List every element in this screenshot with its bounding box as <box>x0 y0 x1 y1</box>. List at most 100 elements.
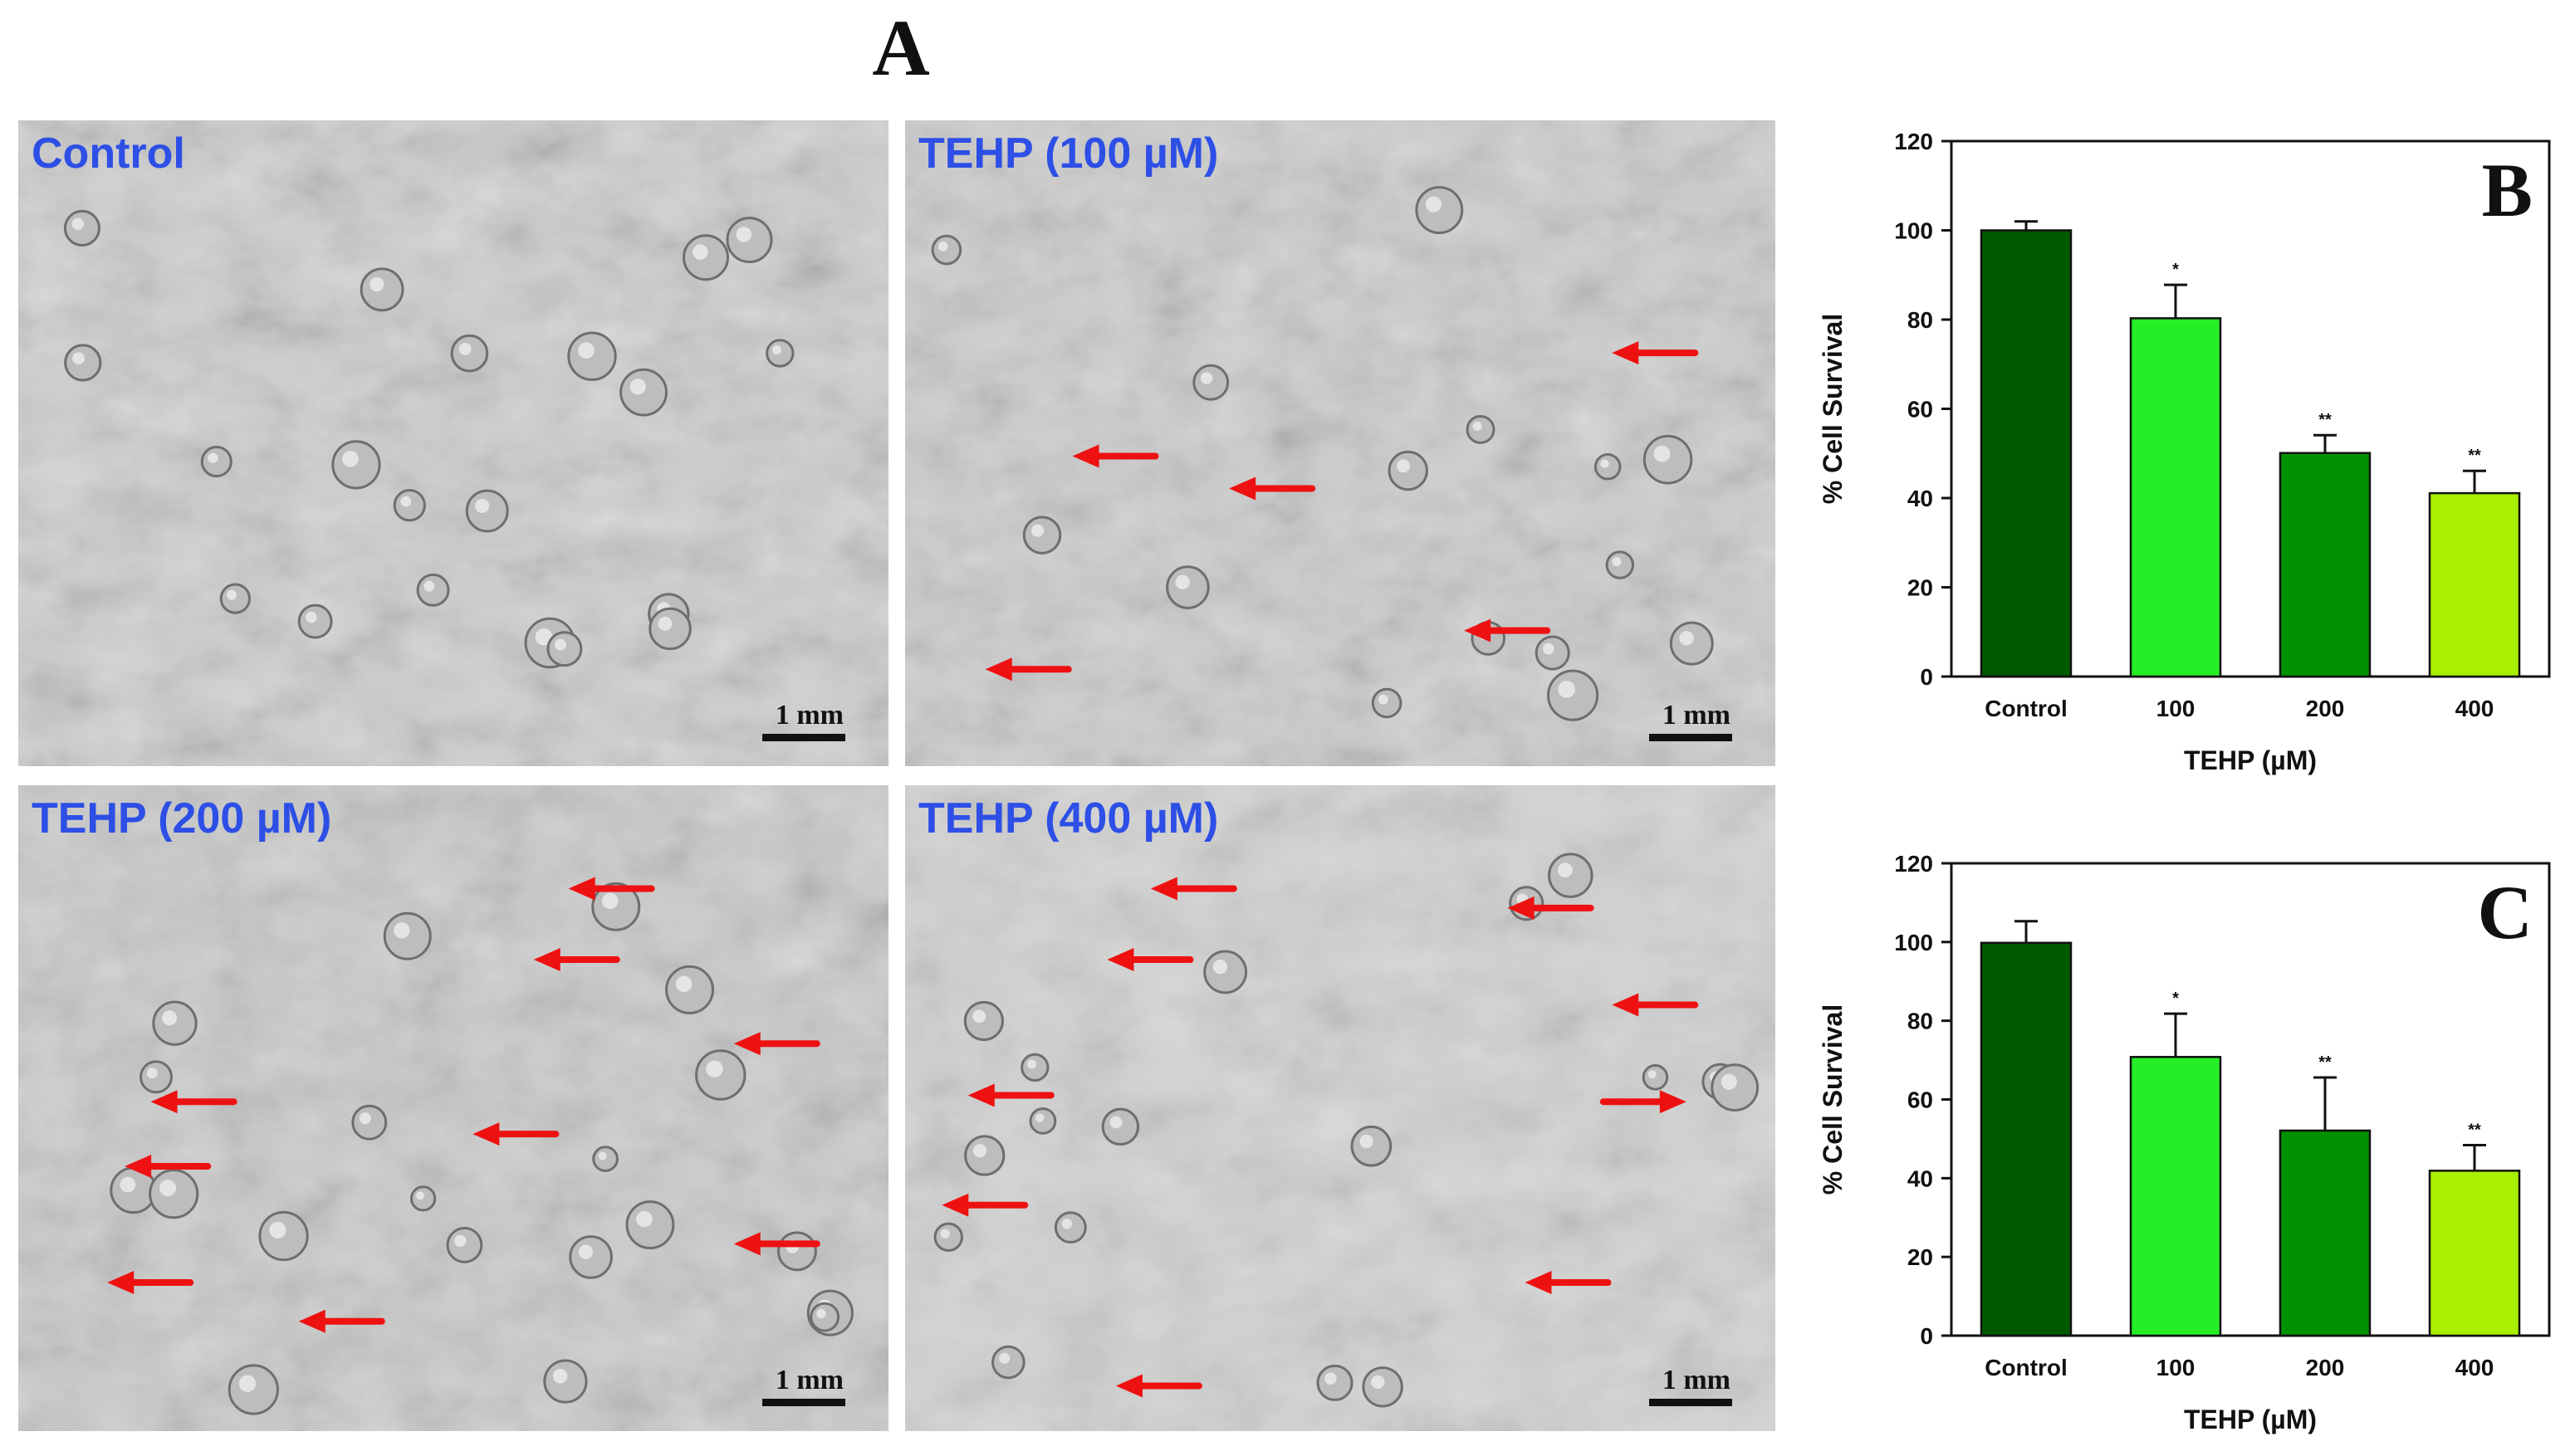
cell <box>592 1146 619 1172</box>
cell-highlight <box>1175 574 1190 590</box>
cell <box>619 368 668 417</box>
bar <box>2428 1170 2521 1337</box>
cell-highlight <box>208 452 218 463</box>
cell <box>152 1000 198 1046</box>
cell <box>931 234 962 266</box>
bar <box>2428 491 2521 678</box>
cell <box>1415 186 1464 234</box>
cell <box>543 1359 588 1404</box>
cell <box>1316 1364 1354 1401</box>
cell <box>1548 853 1593 898</box>
cell <box>1388 450 1428 491</box>
cell-highlight <box>1472 421 1482 432</box>
cell <box>1466 414 1495 444</box>
cell <box>446 1227 483 1263</box>
cell-highlight <box>1557 862 1573 878</box>
red-arrow-icon <box>1229 476 1316 501</box>
scale-bar <box>1649 734 1732 741</box>
y-tick-label: 0 <box>1920 664 1933 690</box>
cell <box>625 1200 675 1249</box>
cell <box>219 583 251 614</box>
cell <box>665 965 714 1014</box>
cell-highlight <box>972 1009 986 1024</box>
scale-bar <box>762 734 845 741</box>
cell <box>1101 1107 1140 1146</box>
y-tick-label: 40 <box>1907 1165 1933 1191</box>
significance-label: ** <box>2318 411 2332 429</box>
cell <box>649 607 692 651</box>
micrograph-tehp-400: TEHP (400 µM) 1 mm <box>905 785 1775 1431</box>
red-arrow-icon <box>125 1155 212 1179</box>
y-tick-label: 60 <box>1907 1087 1933 1113</box>
cell <box>810 1302 840 1332</box>
cell-highlight <box>269 1221 286 1239</box>
x-tick-label: 400 <box>2455 696 2494 721</box>
cell-highlight <box>159 1180 177 1197</box>
arrow-layer <box>942 877 1699 1398</box>
cell-highlight <box>1026 1059 1036 1069</box>
cell-highlight <box>475 498 490 513</box>
bar <box>2279 1129 2372 1337</box>
cell <box>258 1210 309 1262</box>
y-tick-label: 100 <box>1894 218 1933 244</box>
cell-highlight <box>71 217 84 230</box>
red-arrow-icon <box>107 1271 194 1295</box>
cell-highlight <box>146 1068 158 1079</box>
chart-b: 0 20 40 60 80 100 120 Control * 100 ** 200 ** 400 TEHP… <box>1818 129 2551 775</box>
cell-highlight <box>359 1112 371 1125</box>
cell-highlight <box>1425 196 1442 213</box>
cell <box>1021 1053 1050 1082</box>
significance-label: ** <box>2468 1121 2481 1140</box>
red-arrow-icon <box>533 948 620 972</box>
cell <box>1547 669 1599 721</box>
cell <box>200 446 233 478</box>
cell-highlight <box>162 1010 178 1026</box>
cell-highlight <box>1371 1375 1385 1390</box>
cell-highlight <box>120 1176 136 1193</box>
micrograph-image <box>905 785 1775 1431</box>
panel-a-title: A <box>872 3 930 92</box>
scale-bar-label: 1 mm <box>775 700 844 730</box>
cell-highlight <box>552 1368 568 1384</box>
cell <box>297 603 333 639</box>
arrow-layer <box>985 341 1699 682</box>
cell <box>1166 565 1210 609</box>
cell-highlight <box>940 1229 950 1239</box>
red-arrow-icon <box>1525 1271 1612 1295</box>
cell-highlight <box>578 1244 594 1259</box>
cell-highlight <box>706 1060 723 1077</box>
cell <box>450 334 489 373</box>
red-arrow-icon <box>1599 1090 1686 1114</box>
significance-label: * <box>2172 261 2179 279</box>
micrograph-tehp-100: TEHP (100 µM) 1 mm <box>905 120 1775 766</box>
cell <box>1593 452 1622 481</box>
cell-highlight <box>601 892 619 910</box>
micrograph-image <box>18 120 888 766</box>
red-arrow-icon <box>568 877 655 901</box>
cell <box>351 1104 388 1141</box>
bar <box>2129 1056 2222 1337</box>
cell-highlight <box>636 1210 653 1228</box>
cell <box>228 1364 279 1415</box>
bar <box>1980 229 2073 678</box>
red-arrow-icon <box>942 1193 1029 1217</box>
panel-label: TEHP (200 µM) <box>32 794 332 843</box>
cell-highlight <box>658 616 673 631</box>
cell <box>963 1000 1004 1042</box>
cell-highlight <box>1109 1116 1123 1129</box>
cell-highlight <box>305 611 317 623</box>
x-tick-label: 200 <box>2306 696 2345 721</box>
cell-highlight <box>771 345 781 355</box>
cell-highlight <box>578 342 595 359</box>
cell <box>569 1235 613 1279</box>
red-arrow-icon <box>1612 993 1699 1017</box>
panel-label: Control <box>32 129 185 178</box>
cell-highlight <box>1378 694 1388 705</box>
red-arrow-icon <box>733 1232 820 1256</box>
x-tick-label: 200 <box>2306 1355 2345 1380</box>
cell <box>546 631 583 667</box>
red-arrow-icon <box>1507 896 1594 920</box>
cell <box>149 1169 199 1219</box>
red-arrow-icon <box>985 657 1072 682</box>
scale-bar <box>1649 1399 1732 1406</box>
